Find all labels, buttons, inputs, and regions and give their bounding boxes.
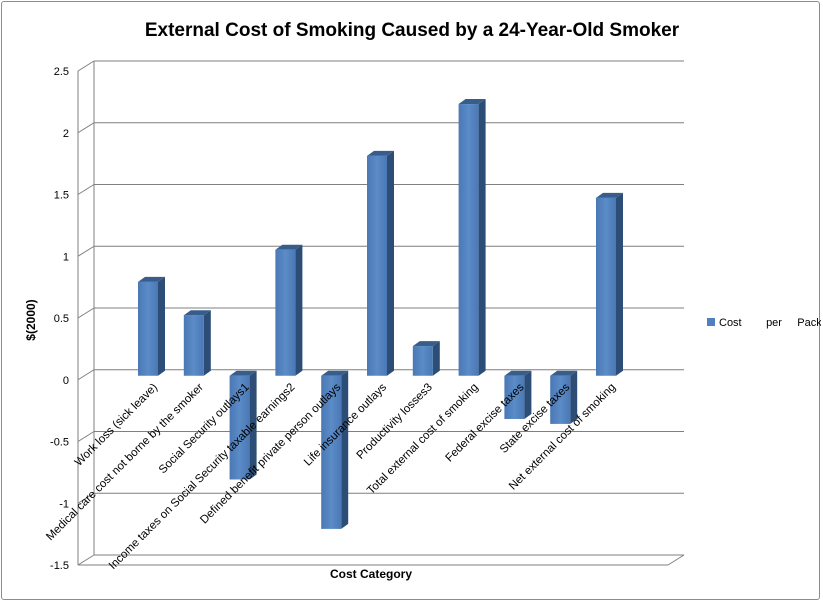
gridline-side bbox=[77, 431, 95, 442]
y-tick-label: 0.5 bbox=[54, 313, 69, 325]
y-tick-label: 0 bbox=[63, 375, 69, 387]
legend-swatch bbox=[707, 318, 715, 326]
bar-top bbox=[596, 192, 623, 198]
bar-top bbox=[138, 276, 165, 282]
gridline-side bbox=[77, 492, 95, 504]
bar-front bbox=[229, 375, 250, 480]
bar-front bbox=[321, 375, 342, 529]
bar-front bbox=[138, 281, 158, 376]
gridline-side bbox=[77, 307, 95, 319]
category-label: Work loss (sick leave) bbox=[73, 381, 161, 469]
bar-front bbox=[458, 104, 479, 376]
gridline-side bbox=[77, 184, 95, 195]
bar-front bbox=[596, 197, 616, 376]
gridline-side bbox=[77, 369, 95, 381]
bar bbox=[504, 370, 532, 419]
bar-front bbox=[183, 315, 204, 376]
bar-top bbox=[321, 370, 349, 376]
floor-right-edge bbox=[667, 554, 685, 566]
bar-side bbox=[158, 276, 165, 376]
bar bbox=[458, 99, 486, 376]
bar bbox=[229, 370, 257, 480]
y-tick-label: -0.5 bbox=[50, 437, 69, 449]
plot-area: 2.5 2 1.5 1 0.5 0 -0.5 -1 -1.5 Work loss (sick le… bbox=[44, 60, 685, 572]
y-axis-title: $(2000) bbox=[24, 299, 38, 340]
gridline-side bbox=[77, 122, 95, 134]
bar-top bbox=[550, 370, 578, 376]
bar-top bbox=[367, 150, 394, 156]
bar-top bbox=[183, 310, 211, 316]
gridline-side bbox=[77, 245, 95, 257]
bar-side bbox=[570, 370, 578, 424]
bar-side bbox=[524, 370, 532, 419]
legend: Cost per Pack bbox=[707, 317, 821, 329]
bar bbox=[138, 276, 165, 376]
y-tick-label: -1.5 bbox=[50, 560, 69, 572]
bar-top bbox=[412, 341, 440, 347]
bar-front bbox=[367, 155, 387, 376]
bar bbox=[596, 192, 623, 376]
x-axis-title: Cost Category bbox=[330, 567, 412, 581]
bar-front bbox=[550, 375, 571, 424]
bar-side bbox=[478, 99, 486, 376]
bar-side bbox=[249, 370, 257, 480]
y-tick-label: 1 bbox=[63, 251, 69, 263]
category-label: Federal excise taxes bbox=[443, 381, 526, 464]
bar-front bbox=[275, 249, 296, 376]
category-label: Medical care cost not borne by the smoke… bbox=[44, 381, 206, 543]
bar-side bbox=[341, 370, 349, 529]
bar bbox=[183, 310, 211, 376]
bar-top bbox=[504, 370, 532, 376]
category-label: Productivity losses3 bbox=[355, 381, 435, 461]
bar bbox=[367, 150, 394, 376]
bar-front bbox=[412, 346, 433, 376]
bar-front bbox=[504, 375, 525, 419]
bar-top bbox=[275, 244, 303, 250]
bar bbox=[275, 244, 303, 376]
y-tick-label: 2.5 bbox=[54, 66, 69, 78]
y-tick-label: -1 bbox=[59, 498, 69, 510]
y-tick-label: 1.5 bbox=[54, 190, 69, 202]
bar-side bbox=[203, 310, 211, 376]
bar-top bbox=[458, 99, 486, 105]
legend-label: Cost per Pack bbox=[719, 317, 821, 329]
bar-top bbox=[229, 370, 257, 376]
bar-side bbox=[432, 341, 440, 376]
bar bbox=[321, 370, 349, 529]
bar bbox=[412, 341, 440, 376]
bar bbox=[550, 370, 578, 424]
bar-side bbox=[295, 244, 303, 376]
chart-title: External Cost of Smoking Caused by a 24-… bbox=[145, 20, 680, 41]
y-tick-label: 2 bbox=[63, 128, 69, 140]
bar-side bbox=[387, 150, 394, 376]
bar-side bbox=[616, 192, 623, 376]
gridline-side bbox=[77, 554, 95, 566]
gridline-side bbox=[77, 60, 95, 72]
